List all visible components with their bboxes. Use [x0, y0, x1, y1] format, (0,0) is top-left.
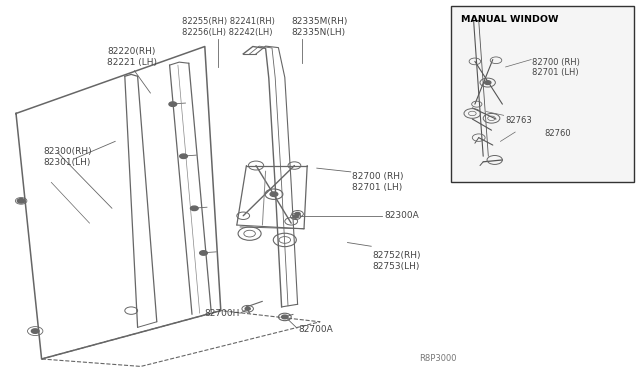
Circle shape: [180, 154, 188, 158]
Text: 82220(RH)
82221 (LH): 82220(RH) 82221 (LH): [107, 47, 157, 67]
Text: R8P3000: R8P3000: [419, 354, 457, 363]
Text: 82700 (RH)
82701 (LH): 82700 (RH) 82701 (LH): [352, 172, 403, 192]
Bar: [451, 6, 634, 182]
Circle shape: [270, 192, 278, 196]
Circle shape: [282, 315, 288, 319]
Circle shape: [17, 199, 25, 203]
Circle shape: [293, 215, 298, 218]
Circle shape: [31, 329, 39, 333]
Circle shape: [191, 206, 198, 211]
Circle shape: [484, 81, 491, 84]
Text: 82752(RH)
82753(LH): 82752(RH) 82753(LH): [372, 251, 421, 271]
Text: 82763: 82763: [505, 116, 532, 125]
Circle shape: [200, 251, 207, 255]
Circle shape: [295, 212, 300, 215]
Circle shape: [169, 102, 177, 106]
Text: 82700A: 82700A: [298, 326, 333, 334]
Text: 82760: 82760: [544, 129, 571, 138]
Circle shape: [245, 307, 250, 310]
Text: 82255(RH) 82241(RH)
82256(LH) 82242(LH): 82255(RH) 82241(RH) 82256(LH) 82242(LH): [182, 17, 275, 37]
Text: 82700 (RH)
82701 (LH): 82700 (RH) 82701 (LH): [532, 58, 580, 77]
Text: 82300A: 82300A: [384, 211, 419, 220]
Text: MANUAL WINDOW: MANUAL WINDOW: [461, 15, 558, 24]
Text: 82300(RH)
82301(LH): 82300(RH) 82301(LH): [44, 147, 92, 167]
Text: 82335M(RH)
82335N(LH): 82335M(RH) 82335N(LH): [291, 17, 348, 37]
Text: 82700H: 82700H: [205, 310, 240, 318]
